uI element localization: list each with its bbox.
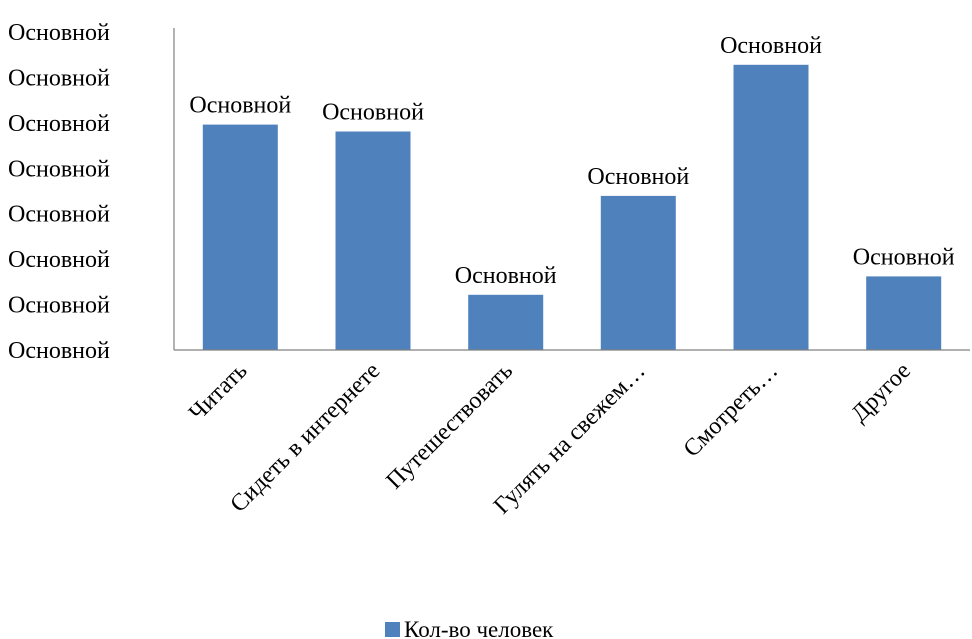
y-tick-label: Основной — [8, 20, 110, 46]
bar — [733, 64, 809, 351]
legend: Кол-во человек — [385, 617, 554, 639]
bar — [468, 294, 544, 350]
data-label: Основной — [455, 263, 557, 289]
x-category-label: Читать — [184, 358, 252, 426]
legend-swatch — [385, 622, 400, 637]
data-label: Основной — [853, 244, 955, 270]
bar — [202, 124, 278, 350]
y-tick-label: Основной — [8, 338, 110, 364]
y-axis-tick-labels: Основной Основной Основной Основной Основной… — [8, 20, 110, 364]
data-label: Основной — [587, 164, 689, 190]
y-tick-label: Основной — [8, 111, 110, 137]
x-category-label: Путешествовать — [381, 358, 518, 495]
data-labels: Основной Основной Основной Основной Основной… — [189, 33, 954, 289]
y-tick-label: Основной — [8, 247, 110, 273]
x-category-label: Сидеть в интернете — [225, 358, 385, 518]
bar — [335, 131, 411, 350]
y-tick-label: Основной — [8, 65, 110, 91]
legend-series-name: Кол-во человек — [404, 617, 554, 639]
data-label: Основной — [720, 33, 822, 59]
bar — [866, 276, 942, 350]
y-tick-label: Основной — [8, 202, 110, 228]
x-category-label: Смотреть… — [679, 358, 783, 462]
bar — [600, 195, 676, 350]
data-label: Основной — [189, 93, 291, 119]
y-tick-label: Основной — [8, 293, 110, 319]
data-label: Основной — [322, 100, 424, 126]
x-category-label: Гулять на свежем… — [489, 358, 651, 520]
y-tick-label: Основной — [8, 156, 110, 182]
x-category-label: Другое — [846, 358, 915, 427]
bars — [202, 64, 942, 351]
